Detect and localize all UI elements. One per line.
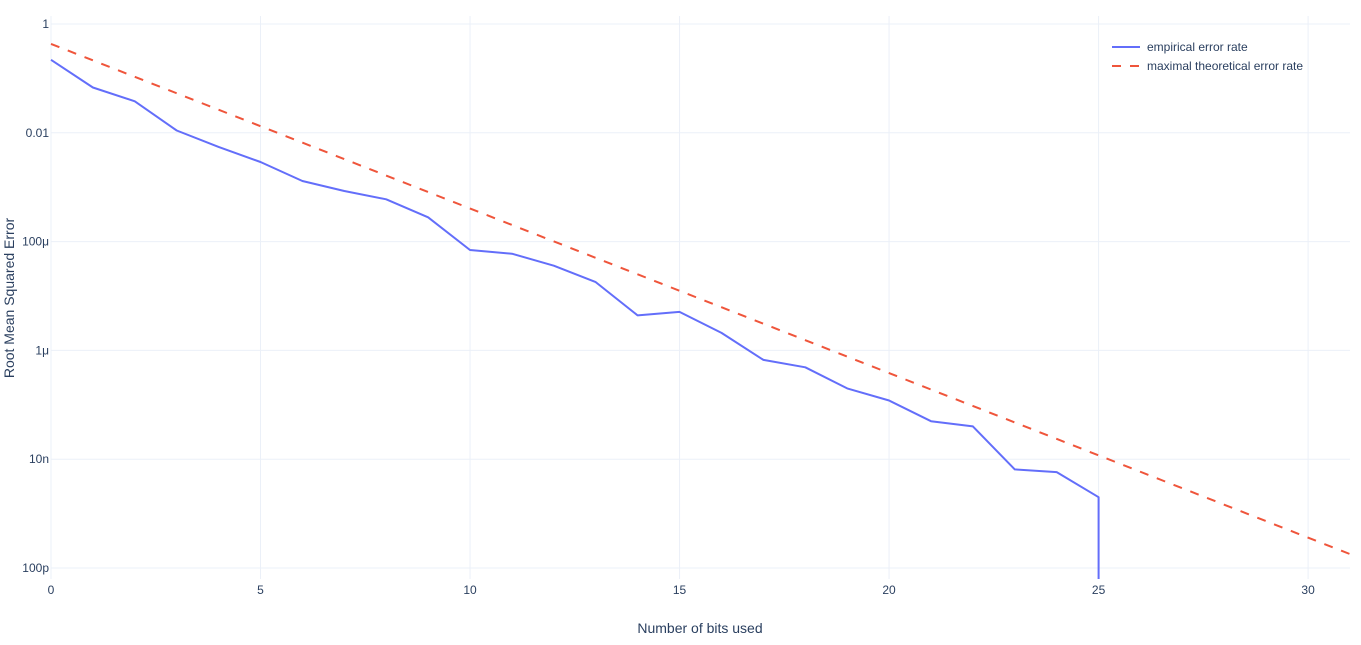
x-tick-label: 5 xyxy=(257,583,264,597)
y-axis-title: Root Mean Squared Error xyxy=(1,218,17,379)
y-tick-label: 10n xyxy=(29,452,49,466)
y-tick-label: 1μ xyxy=(35,343,49,357)
x-tick-label: 25 xyxy=(1092,583,1106,597)
x-tick-label: 15 xyxy=(673,583,687,597)
y-tick-label: 100μ xyxy=(22,235,49,249)
series xyxy=(50,42,1351,579)
x-tick-label: 0 xyxy=(48,583,55,597)
y-tick-label: 100p xyxy=(22,561,49,575)
legend-item[interactable]: empirical error rate xyxy=(1112,40,1248,54)
grid xyxy=(50,16,1350,579)
series-line-1[interactable] xyxy=(50,42,1351,556)
axis-ticks: 0 5 10 15 20 25 30 1 0.01 100μ 1μ 10n 100p xyxy=(22,17,1315,597)
legend-label: maximal theoretical error rate xyxy=(1147,59,1303,73)
legend-label: empirical error rate xyxy=(1147,40,1248,54)
x-tick-label: 20 xyxy=(882,583,896,597)
legend[interactable]: empirical error rate maximal theoretical … xyxy=(1112,40,1303,73)
x-tick-label: 10 xyxy=(463,583,477,597)
legend-item[interactable]: maximal theoretical error rate xyxy=(1112,59,1303,73)
y-tick-label: 1 xyxy=(42,17,49,31)
series-line-0[interactable] xyxy=(50,58,1100,579)
x-axis-title: Number of bits used xyxy=(637,620,762,636)
y-tick-label: 0.01 xyxy=(26,126,50,140)
x-tick-label: 30 xyxy=(1301,583,1315,597)
